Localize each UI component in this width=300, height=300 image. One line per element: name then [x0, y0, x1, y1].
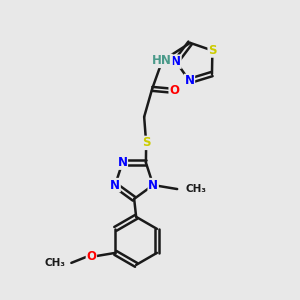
Text: O: O	[169, 84, 179, 98]
Text: N: N	[110, 178, 120, 192]
Text: O: O	[86, 250, 96, 263]
Text: S: S	[208, 44, 217, 57]
Text: S: S	[142, 136, 150, 149]
Text: HN: HN	[152, 54, 172, 68]
Text: CH₃: CH₃	[185, 184, 206, 194]
Text: CH₃: CH₃	[44, 258, 65, 268]
Text: N: N	[148, 178, 158, 192]
Text: N: N	[117, 156, 128, 169]
Text: N: N	[184, 74, 194, 87]
Text: N: N	[171, 55, 181, 68]
